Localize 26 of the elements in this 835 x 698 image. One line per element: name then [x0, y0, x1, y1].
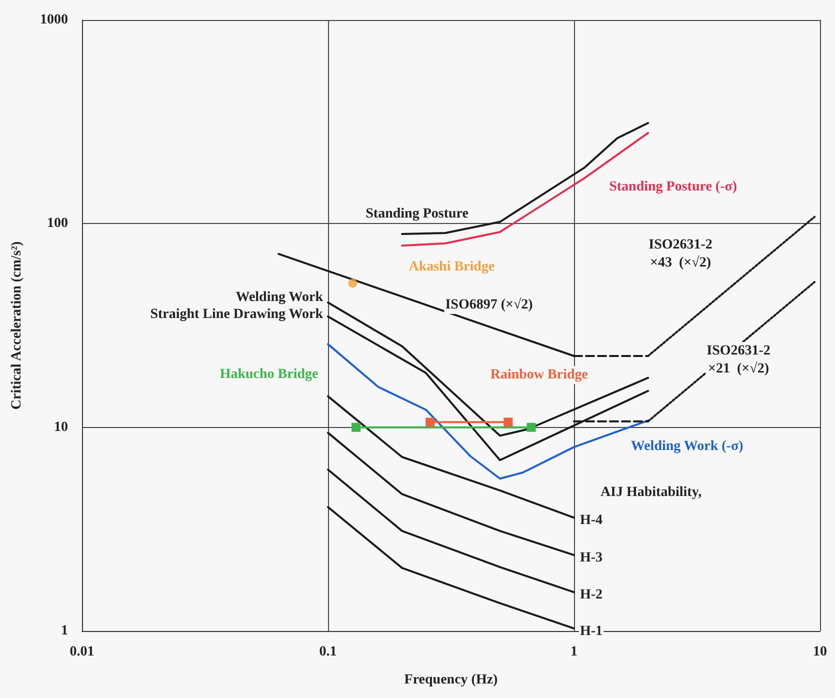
text: Hakucho Bridge: [220, 366, 318, 382]
x-tick-label: 0.01: [70, 644, 94, 660]
series-label: ISO2631-2 ×21 (×√2): [706, 344, 770, 377]
series-label: ISO2631-2 ×43 (×√2): [648, 237, 712, 270]
series-label: Welding Work: [236, 290, 324, 306]
y-tick-label: 1000: [40, 12, 68, 28]
text: Akashi Bridge: [408, 260, 495, 275]
series-label: Welding Work (-σ): [630, 439, 744, 454]
series-label: Standing Posture (-σ): [609, 179, 738, 194]
y-axis-title: Critical Acceleration (cm/s²): [10, 241, 24, 410]
series-label: Standing Posture: [366, 206, 468, 222]
series-label: ISO6897 (×√2): [445, 296, 534, 312]
y-tick-label: 1: [61, 624, 68, 638]
x-axis-title: Frequency (Hz): [404, 672, 498, 688]
series-label: H-4: [580, 513, 603, 528]
y-tick-label: 10: [54, 420, 68, 435]
annotation: AIJ Habitability,: [600, 485, 702, 500]
x-tick-label: 10: [813, 644, 827, 660]
series-label: H-1: [580, 624, 603, 639]
x-tick-label: 1: [570, 644, 578, 660]
series-label: H-2: [580, 588, 603, 603]
text: Rainbow Bridge: [490, 368, 588, 383]
x-tick-label: 0.1: [319, 644, 337, 660]
y-tick-label: 100: [47, 216, 68, 232]
series-label: H-3: [580, 550, 603, 566]
series-label: Straight Line Drawing Work: [150, 307, 324, 322]
